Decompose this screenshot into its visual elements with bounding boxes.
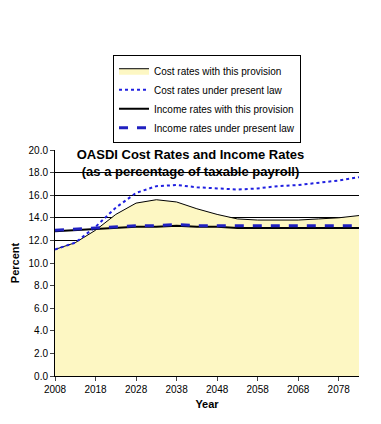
svg-text:Income rates with this provisi: Income rates with this provision [154, 104, 294, 115]
svg-text:0.0: 0.0 [34, 371, 48, 382]
svg-text:2018: 2018 [84, 384, 107, 395]
svg-text:20.0: 20.0 [29, 145, 49, 156]
svg-text:OASDI Cost Rates and Income Ra: OASDI Cost Rates and Income Rates(as a p… [77, 147, 305, 179]
svg-text:2038: 2038 [165, 384, 188, 395]
svg-text:2008: 2008 [44, 384, 67, 395]
svg-text:2068: 2068 [287, 384, 310, 395]
svg-text:18.0: 18.0 [29, 167, 49, 178]
svg-text:Cost rates under present law: Cost rates under present law [154, 85, 283, 96]
svg-text:Percent: Percent [9, 242, 21, 283]
svg-text:4.0: 4.0 [34, 325, 48, 336]
svg-text:2078: 2078 [328, 384, 351, 395]
svg-text:Cost rates with this provision: Cost rates with this provision [154, 66, 281, 77]
svg-text:2058: 2058 [247, 384, 270, 395]
svg-text:12.0: 12.0 [29, 235, 49, 246]
svg-text:10.0: 10.0 [29, 258, 49, 269]
svg-text:Year: Year [195, 398, 219, 410]
svg-text:8.0: 8.0 [34, 280, 48, 291]
svg-text:14.0: 14.0 [29, 212, 49, 223]
svg-text:16.0: 16.0 [29, 190, 49, 201]
svg-text:2.0: 2.0 [34, 348, 48, 359]
svg-text:Income rates under present law: Income rates under present law [154, 123, 295, 134]
svg-text:6.0: 6.0 [34, 303, 48, 314]
svg-text:2048: 2048 [206, 384, 229, 395]
svg-text:2028: 2028 [125, 384, 148, 395]
